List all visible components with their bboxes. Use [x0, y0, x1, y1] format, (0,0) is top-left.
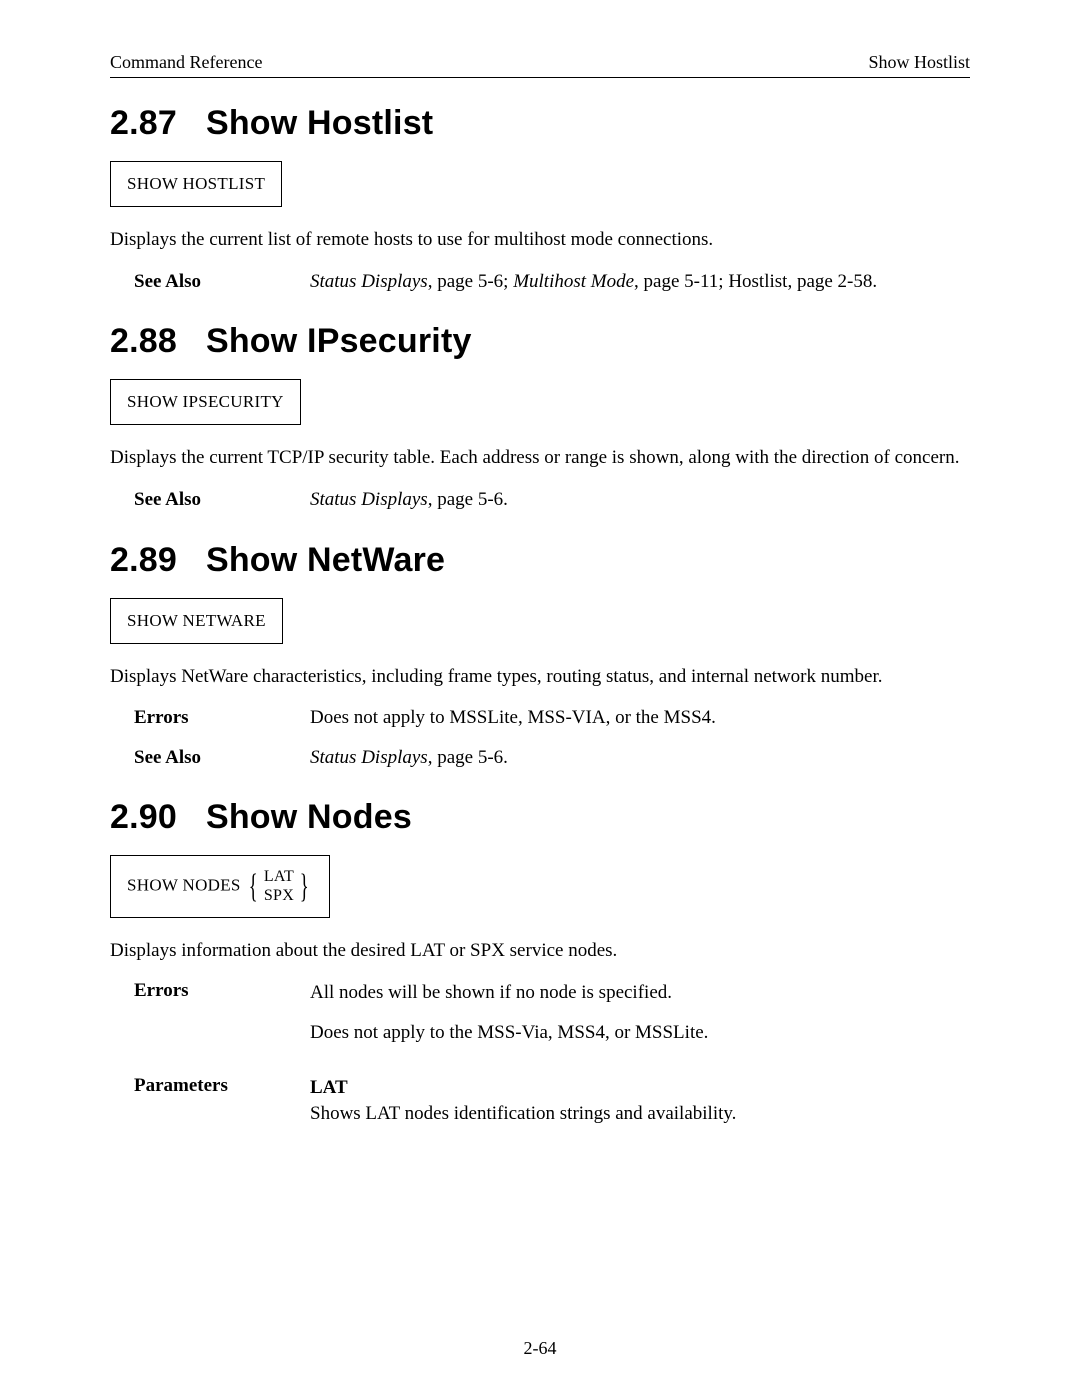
- see-also-value: Status Displays, page 5-6.: [310, 487, 970, 513]
- section-show-netware: 2.89 Show NetWare SHOW NETWARE Displays …: [110, 541, 970, 771]
- command-option: LAT: [264, 868, 294, 886]
- errors-row: Errors Does not apply to MSSLite, MSS-VI…: [134, 705, 970, 731]
- command-text: SHOW IPSECURITY: [127, 392, 284, 411]
- details-group: Errors All nodes will be shown if no nod…: [134, 980, 970, 1127]
- parameters-value: LAT Shows LAT nodes identification strin…: [310, 1075, 970, 1126]
- command-syntax-box: SHOW NODES { LAT SPX }: [110, 855, 330, 918]
- section-number: 2.88: [110, 322, 177, 360]
- section-description: Displays the current list of remote host…: [110, 227, 970, 253]
- section-heading: 2.87 Show Hostlist: [110, 104, 970, 143]
- command-syntax-box: SHOW NETWARE: [110, 598, 283, 644]
- parameter-desc: Shows LAT nodes identification strings a…: [310, 1103, 736, 1124]
- see-also-label: See Also: [134, 747, 310, 769]
- command-text: SHOW HOSTLIST: [127, 174, 265, 193]
- page: Command Reference Show Hostlist 2.87 Sho…: [0, 0, 1080, 1397]
- command-syntax-box: SHOW HOSTLIST: [110, 161, 282, 207]
- section-number: 2.90: [110, 798, 177, 836]
- see-also-row: See Also Status Displays, page 5-6.: [134, 745, 970, 771]
- command-options: LAT SPX: [262, 868, 296, 905]
- see-also-value: Status Displays, page 5-6.: [310, 745, 970, 771]
- section-title: Show NetWare: [206, 541, 445, 579]
- see-also-label: See Also: [134, 271, 310, 293]
- section-show-ipsecurity: 2.88 Show IPsecurity SHOW IPSECURITY Dis…: [110, 322, 970, 512]
- page-number: 2-64: [0, 1338, 1080, 1359]
- section-description: Displays the current TCP/IP security tab…: [110, 445, 970, 471]
- section-heading: 2.90 Show Nodes: [110, 798, 970, 837]
- section-show-nodes: 2.90 Show Nodes SHOW NODES { LAT SPX } D…: [110, 798, 970, 1126]
- see-also-ref: , page 5-6.: [428, 747, 508, 768]
- errors-line: Does not apply to the MSS-Via, MSS4, or …: [310, 1020, 970, 1046]
- see-also-ref: Status Displays: [310, 489, 428, 510]
- parameter-name: LAT: [310, 1077, 348, 1098]
- section-number: 2.87: [110, 104, 177, 142]
- errors-value: Does not apply to MSSLite, MSS-VIA, or t…: [310, 705, 970, 731]
- command-syntax-box: SHOW IPSECURITY: [110, 379, 301, 425]
- parameter-item: LAT Shows LAT nodes identification strin…: [310, 1075, 970, 1126]
- parameters-label: Parameters: [134, 1075, 310, 1097]
- errors-label: Errors: [134, 980, 310, 1002]
- see-also-value: Status Displays, page 5-6; Multihost Mod…: [310, 269, 970, 295]
- section-number: 2.89: [110, 541, 177, 579]
- header-left: Command Reference: [110, 52, 262, 73]
- section-show-hostlist: 2.87 Show Hostlist SHOW HOSTLIST Display…: [110, 104, 970, 294]
- command-text: SHOW NETWARE: [127, 611, 266, 630]
- section-heading: 2.89 Show NetWare: [110, 541, 970, 580]
- page-header: Command Reference Show Hostlist: [110, 52, 970, 78]
- section-description: Displays information about the desired L…: [110, 938, 970, 964]
- section-title: Show Hostlist: [206, 104, 433, 142]
- section-title: Show IPsecurity: [206, 322, 472, 360]
- errors-line: All nodes will be shown if no node is sp…: [310, 980, 970, 1006]
- see-also-row: See Also Status Displays, page 5-6.: [134, 487, 970, 513]
- header-right: Show Hostlist: [868, 52, 970, 73]
- section-description: Displays NetWare characteristics, includ…: [110, 664, 970, 690]
- see-also-label: See Also: [134, 489, 310, 511]
- see-also-ref: Multihost Mode: [513, 271, 634, 292]
- see-also-ref: Status Displays: [310, 271, 428, 292]
- parameters-row: Parameters LAT Shows LAT nodes identific…: [134, 1075, 970, 1126]
- see-also-row: See Also Status Displays, page 5-6; Mult…: [134, 269, 970, 295]
- close-brace-icon: }: [300, 872, 309, 903]
- see-also-ref: Status Displays: [310, 747, 428, 768]
- section-heading: 2.88 Show IPsecurity: [110, 322, 970, 361]
- see-also-ref: , page 5-6;: [428, 271, 513, 292]
- section-title: Show Nodes: [206, 798, 412, 836]
- errors-row: Errors All nodes will be shown if no nod…: [134, 980, 970, 1059]
- see-also-ref: , page 5-11; Hostlist, page 2-58.: [634, 271, 877, 292]
- errors-value: All nodes will be shown if no node is sp…: [310, 980, 970, 1059]
- command-option: SPX: [264, 887, 294, 905]
- command-options-group: { LAT SPX }: [245, 868, 313, 905]
- command-prefix: SHOW NODES: [127, 876, 241, 895]
- open-brace-icon: {: [249, 872, 258, 903]
- errors-label: Errors: [134, 707, 310, 729]
- see-also-ref: , page 5-6.: [428, 489, 508, 510]
